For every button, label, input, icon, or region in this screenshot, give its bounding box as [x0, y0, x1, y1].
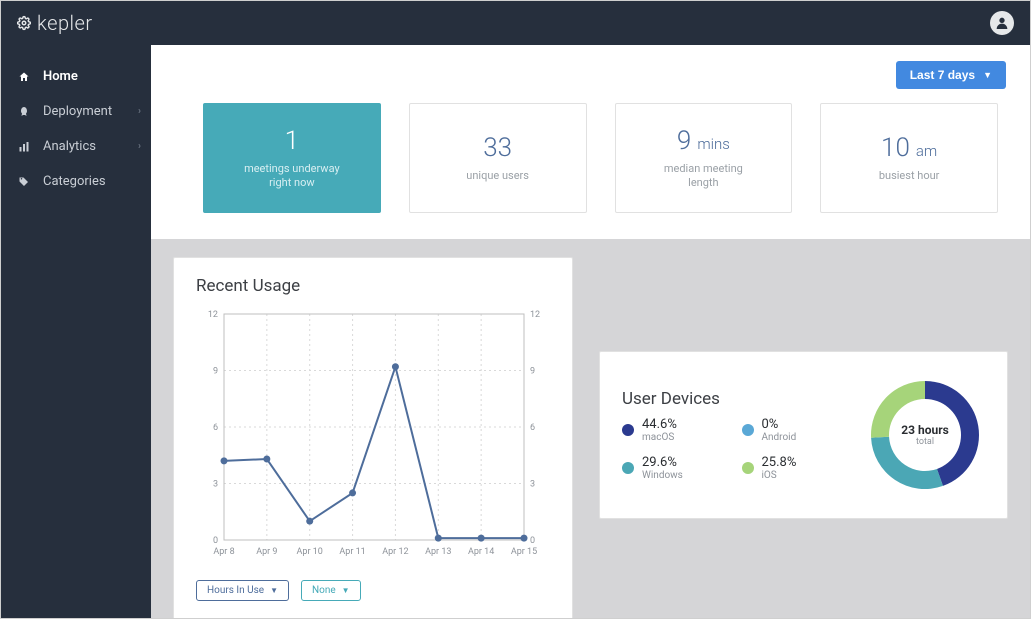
- metric-value: 10am: [881, 133, 937, 163]
- brand[interactable]: kepler: [17, 11, 93, 35]
- svg-text:0: 0: [530, 536, 535, 546]
- avatar[interactable]: [990, 11, 1014, 35]
- sidebar-item-deployment[interactable]: Deployment ›: [1, 94, 151, 129]
- legend-item: 29.6%Windows: [622, 455, 722, 481]
- chevron-right-icon: ›: [138, 141, 141, 152]
- sidebar-item-analytics[interactable]: Analytics ›: [1, 129, 151, 164]
- metric-card: 10am busiest hour: [820, 103, 998, 213]
- donut-center: 23 hours total: [865, 375, 985, 495]
- usage-chart: 0 0 3 3 6 6 9 9 12 12 Apr 8 Apr 9 Apr 10 Apr 11 Apr 12…: [196, 304, 550, 568]
- body: Home Deployment › Analytics › Categories Last…: [1, 45, 1030, 618]
- metric-value: 9mins: [677, 126, 730, 156]
- legend-item: 25.8%iOS: [742, 455, 842, 481]
- chevron-down-icon: ▼: [342, 586, 350, 595]
- svg-text:9: 9: [213, 367, 218, 377]
- metric-label: busiest hour: [879, 169, 940, 183]
- donut-center-label: total: [916, 437, 934, 447]
- metric-label: median meetinglength: [664, 162, 743, 191]
- main: Last 7 days ▼ 1 meetings underwayright no…: [151, 45, 1030, 618]
- chevron-down-icon: ▼: [983, 70, 992, 80]
- brand-name: kepler: [37, 11, 93, 35]
- legend-item: 44.6%macOS: [622, 417, 722, 443]
- svg-text:3: 3: [530, 480, 535, 490]
- filter-row: Last 7 days ▼: [175, 61, 1006, 89]
- svg-text:Apr 13: Apr 13: [425, 547, 451, 557]
- legend-item: 0%Android: [742, 417, 842, 443]
- app-root: kepler Home Deployment › Analytics › Categori…: [0, 0, 1031, 619]
- svg-text:Apr 14: Apr 14: [468, 547, 494, 557]
- metric-label: unique users: [466, 169, 529, 183]
- metric-card: 1 meetings underwayright now: [203, 103, 381, 213]
- swatch: [742, 462, 754, 474]
- svg-text:9: 9: [530, 367, 535, 377]
- svg-text:Apr 11: Apr 11: [339, 547, 365, 557]
- svg-text:Apr 15: Apr 15: [511, 547, 537, 557]
- swatch: [742, 424, 754, 436]
- filter-label: Last 7 days: [910, 68, 975, 82]
- chevron-down-icon: ▼: [270, 586, 278, 595]
- swatch: [622, 424, 634, 436]
- svg-text:Apr 8: Apr 8: [213, 547, 234, 557]
- chart-series-select[interactable]: Hours In Use▼: [196, 580, 289, 601]
- svg-text:0: 0: [213, 536, 218, 546]
- donut-center-value: 23 hours: [901, 423, 949, 437]
- metric-unit: am: [916, 142, 937, 160]
- svg-text:Apr 9: Apr 9: [256, 547, 277, 557]
- metric-value: 1: [285, 126, 299, 156]
- sidebar-item-categories[interactable]: Categories: [1, 164, 151, 199]
- metric-unit: mins: [697, 135, 730, 153]
- svg-text:6: 6: [530, 423, 535, 433]
- svg-text:Apr 12: Apr 12: [382, 547, 408, 557]
- sidebar-item-label: Analytics: [43, 139, 96, 154]
- svg-text:Apr 10: Apr 10: [297, 547, 323, 557]
- donut-chart: 23 hours total: [865, 375, 985, 495]
- chart-controls: Hours In Use▼ None▼: [196, 580, 550, 601]
- chart-series-select[interactable]: None▼: [301, 580, 361, 601]
- svg-text:6: 6: [213, 423, 218, 433]
- date-range-filter[interactable]: Last 7 days ▼: [896, 61, 1006, 89]
- chevron-right-icon: ›: [138, 106, 141, 117]
- tag-icon: [17, 176, 31, 188]
- topbar: kepler: [1, 1, 1030, 45]
- user-devices-panel: User Devices 44.6%macOS 0%Android 29.6%Win…: [599, 351, 1008, 519]
- rocket-icon: [17, 106, 31, 118]
- devices-legend: 44.6%macOS 0%Android 29.6%Windows 25.8%iOS: [622, 417, 841, 481]
- sidebar: Home Deployment › Analytics › Categories: [1, 45, 151, 618]
- bars-icon: [17, 141, 31, 153]
- swatch: [622, 462, 634, 474]
- gear-icon: [17, 14, 31, 32]
- metric-card: 9mins median meetinglength: [615, 103, 793, 213]
- metric-label: meetings underwayright now: [244, 162, 340, 191]
- metric-value: 33: [483, 133, 512, 163]
- panel-title: Recent Usage: [196, 276, 550, 296]
- metric-card: 33 unique users: [409, 103, 587, 213]
- sidebar-item-label: Deployment: [43, 104, 112, 119]
- sidebar-item-home[interactable]: Home: [1, 59, 151, 94]
- svg-text:12: 12: [208, 310, 218, 320]
- hero: Last 7 days ▼ 1 meetings underwayright no…: [151, 45, 1030, 239]
- panel-title: User Devices: [622, 389, 841, 409]
- svg-text:12: 12: [530, 310, 540, 320]
- panels: Recent Usage 0 0 3 3 6 6 9 9 12 12 Apr 8 Apr 9 Apr 1…: [151, 239, 1030, 618]
- sidebar-item-label: Categories: [43, 174, 106, 189]
- home-icon: [17, 71, 31, 83]
- metric-cards: 1 meetings underwayright now 33 unique user…: [175, 103, 1006, 213]
- recent-usage-panel: Recent Usage 0 0 3 3 6 6 9 9 12 12 Apr 8 Apr 9 Apr 1…: [173, 257, 573, 618]
- svg-text:3: 3: [213, 480, 218, 490]
- sidebar-item-label: Home: [43, 69, 78, 84]
